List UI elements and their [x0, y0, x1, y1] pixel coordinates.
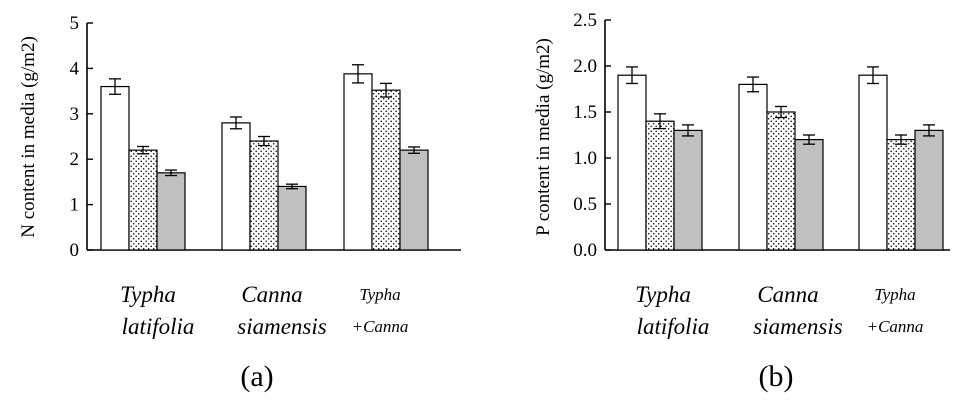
y-axis-title: N content in media (g/m2) [18, 36, 39, 238]
panel-label: (a) [240, 360, 273, 393]
bar [794, 139, 824, 251]
bar [249, 140, 279, 251]
bar [156, 172, 186, 251]
y-axis-title: P content in media (g/m2) [533, 38, 554, 236]
y-tick-label: 2.5 [573, 10, 597, 31]
bar [766, 111, 796, 251]
bar [277, 185, 307, 251]
bar [128, 149, 158, 251]
category-label-line2: siamensis [753, 314, 843, 339]
category-label-line1: Typha [120, 282, 176, 307]
category-label-line2: +Canna [867, 317, 924, 336]
bar [399, 149, 429, 251]
y-tick-label: 1 [70, 195, 80, 216]
y-tick-label: 1.0 [573, 148, 597, 169]
y-tick-label: 4 [70, 58, 80, 79]
category-label-line1: Typha [635, 282, 691, 307]
y-tick-label: 0 [70, 240, 80, 261]
bar [100, 85, 130, 251]
category-label-line2: latifolia [122, 314, 195, 339]
y-tick-label: 0.0 [573, 240, 597, 261]
y-tick-label: 2.0 [573, 56, 597, 77]
category-label-line1: Canna [757, 282, 818, 307]
category-label-line2: siamensis [237, 314, 327, 339]
bar [914, 129, 944, 251]
bar [645, 120, 675, 251]
chart-panel-b: 0.0 0.5 1.0 1.5 2.0 2.5 P content in media (g/… [533, 10, 950, 393]
bar [221, 122, 251, 251]
category-label-line1: Typha [359, 285, 400, 304]
y-tick-label: 5 [70, 13, 80, 34]
category-label-line2: latifolia [637, 314, 710, 339]
y-tick-label: 1.5 [573, 102, 597, 123]
y-tick-label: 0.5 [573, 194, 597, 215]
bar [886, 139, 916, 251]
category-label-line2: +Canna [352, 317, 409, 336]
chart-panel-a: 0 1 2 3 4 5 N content in media (g/m2) Typha lati… [18, 13, 461, 393]
y-tick-label: 2 [70, 149, 80, 170]
bar [858, 74, 888, 251]
bar [617, 74, 647, 251]
bar [738, 83, 768, 251]
bar [371, 89, 401, 251]
y-tick-label: 3 [70, 104, 80, 125]
bar [673, 129, 703, 251]
bar [343, 73, 373, 251]
panel-label: (b) [759, 360, 794, 393]
category-label-line1: Typha [874, 285, 915, 304]
category-label-line1: Canna [241, 282, 302, 307]
